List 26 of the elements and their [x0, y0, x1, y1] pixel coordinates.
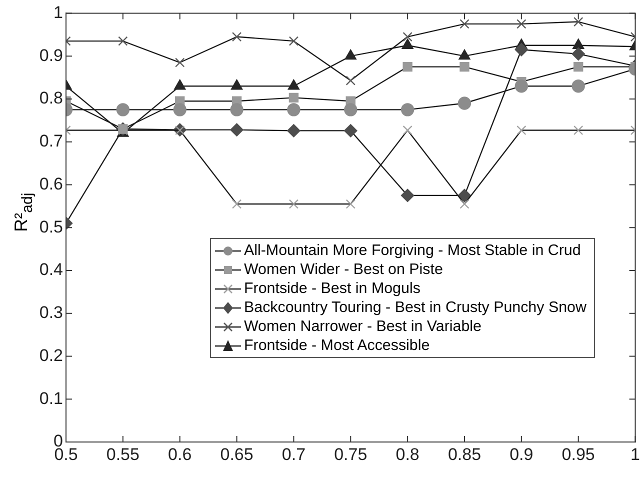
y-tick-label: 0.2	[39, 346, 63, 365]
x-tick-label: 1	[630, 444, 640, 464]
x-tick-label: 0.55	[106, 444, 140, 464]
y-tick-label: 0.5	[39, 217, 63, 236]
y-tick-label: 0.3	[39, 303, 63, 322]
legend-label: Frontside - Most Accessible	[244, 336, 430, 355]
x-tick-label: 0.9	[510, 444, 534, 464]
legend-label: All-Mountain More Forgiving - Most Stable in Crud	[244, 241, 581, 260]
y-tick-label: 0.1	[39, 388, 63, 408]
y-tick-label: 0.8	[39, 88, 63, 108]
legend-label: Women Narrower - Best in Variable	[244, 317, 482, 336]
x-tick-label: 0.6	[168, 444, 192, 464]
x-tick-label: 0.65	[220, 444, 254, 464]
x-tick-label: 0.85	[448, 444, 482, 464]
legend-label: Backcountry Touring - Best in Crusty Punchy Snow	[244, 298, 586, 317]
legend-label: Women Wider - Best on Piste	[244, 260, 443, 279]
x-tick-label: 0.75	[334, 444, 368, 464]
y-tick-label: 1	[54, 2, 63, 22]
x-tick-label: 0.95	[562, 444, 595, 464]
y-tick-label: 0.7	[39, 132, 63, 151]
x-tick-label: 0.8	[396, 444, 420, 464]
y-tick-label: 0.9	[39, 46, 63, 65]
y-tick-label: 0.4	[39, 260, 63, 280]
x-tick-label: 0.7	[282, 444, 306, 464]
legend-label: Frontside - Best in Moguls	[244, 279, 420, 298]
y-tick-label: 0.6	[39, 174, 63, 194]
